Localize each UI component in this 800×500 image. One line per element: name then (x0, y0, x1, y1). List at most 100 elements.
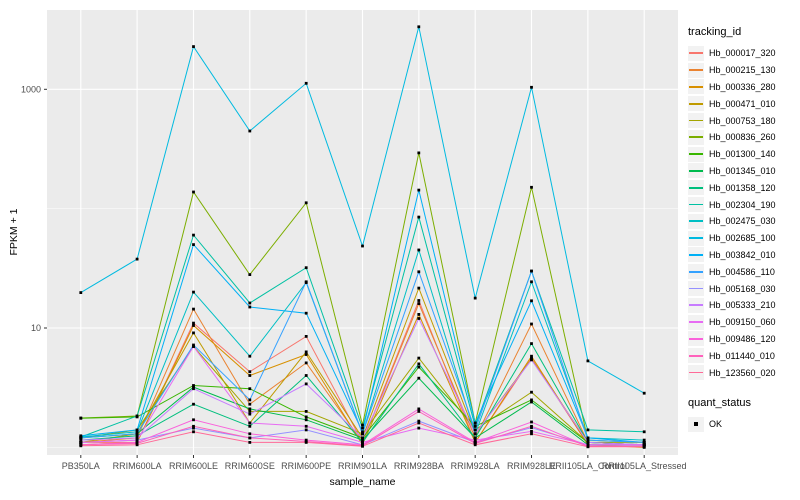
data-point (248, 410, 252, 413)
legend-entry-label: Hb_004586_110 (709, 266, 775, 277)
line-swatch-icon (689, 337, 703, 340)
x-tick-label: RRIM928LA (451, 461, 500, 471)
legend-entry: Hb_001358_120 (688, 179, 800, 196)
data-point (248, 432, 252, 436)
data-point (248, 407, 252, 411)
data-point (361, 244, 364, 248)
data-point (248, 129, 252, 133)
legend-entry-label: Hb_005168_030 (709, 283, 776, 294)
legend-key (688, 45, 704, 61)
data-point (79, 434, 83, 438)
data-point (473, 432, 477, 436)
data-point (473, 438, 477, 442)
legend-key (688, 264, 704, 280)
data-point (248, 398, 252, 402)
data-point (473, 421, 477, 425)
data-point (248, 370, 252, 374)
legend-entry: Hb_002685_100 (688, 230, 800, 247)
legend-entry: Hb_005168_030 (688, 280, 800, 297)
legend-key (688, 331, 704, 347)
legend-entry: Hb_003842_010 (688, 247, 800, 264)
data-point (192, 324, 195, 327)
data-point (417, 407, 421, 411)
data-point (304, 415, 308, 419)
data-point (248, 402, 252, 406)
data-point (530, 185, 533, 189)
data-point (417, 286, 421, 290)
data-point (304, 418, 308, 422)
legend-key (688, 79, 704, 95)
data-point (530, 424, 533, 428)
data-point (361, 432, 364, 436)
legend-entry-label: Hb_000753_180 (709, 115, 776, 126)
data-point (192, 321, 195, 325)
data-point (417, 25, 421, 29)
data-point (530, 322, 533, 326)
data-point (304, 201, 308, 205)
data-point (192, 307, 195, 311)
legend-key (688, 113, 704, 129)
data-point (192, 45, 195, 48)
data-point (642, 441, 646, 444)
data-point (361, 423, 364, 427)
data-point (417, 376, 421, 380)
legend-entry-label: Hb_123560_020 (709, 367, 776, 378)
data-point (304, 374, 308, 377)
data-point (417, 215, 421, 219)
data-point (135, 438, 139, 442)
legend-tracking-entries: Hb_000017_320 Hb_000215_130 Hb_000336_280 H… (688, 45, 800, 381)
data-point (642, 391, 646, 395)
data-point (417, 410, 421, 413)
data-point (417, 248, 421, 252)
line-swatch-icon (689, 287, 703, 290)
x-tick-label: RRII105LA_Control (549, 461, 627, 471)
data-point (192, 402, 195, 406)
legend: tracking_id Hb_000017_320 Hb_000215_130 Hb… (688, 26, 800, 433)
data-point (586, 443, 590, 447)
data-point (135, 428, 139, 432)
data-point (530, 354, 533, 358)
data-point (248, 387, 252, 391)
data-point (248, 421, 252, 425)
legend-entry: Hb_011440_010 (688, 347, 800, 364)
legend-entry-label: Hb_001345_010 (709, 165, 776, 176)
legend-entry-label: Hb_000471_010 (709, 98, 776, 109)
data-point (417, 426, 421, 430)
legend-quant-entries: OK (688, 416, 800, 433)
legend-entry: Hb_000215_130 (688, 62, 800, 79)
legend-entry: Hb_001345_010 (688, 163, 800, 180)
data-point (192, 418, 195, 422)
legend-entry-label: Hb_002685_100 (709, 233, 776, 244)
data-point (530, 342, 533, 345)
data-point (304, 311, 308, 315)
legend-key (688, 297, 704, 313)
data-point (304, 81, 308, 85)
data-point (79, 441, 83, 444)
line-swatch-icon (689, 136, 703, 139)
legend-title-tracking-id: tracking_id (688, 26, 742, 38)
x-tick-label: RRIM600SE (225, 461, 275, 471)
legend-entry: Hb_002304_190 (688, 196, 800, 213)
legend-key (688, 129, 704, 145)
legend-key (688, 62, 704, 78)
legend-entry-label: Hb_003842_010 (709, 249, 776, 260)
legend-entry-label: Hb_001300_140 (709, 149, 776, 160)
data-point (248, 436, 252, 440)
data-point (530, 420, 533, 424)
data-point (473, 428, 477, 432)
legend-entry-label: Hb_000017_320 (709, 48, 776, 59)
data-point (304, 361, 308, 365)
data-point (473, 296, 477, 300)
data-point (304, 410, 308, 413)
line-swatch-icon (689, 186, 703, 189)
data-point (473, 424, 477, 428)
line-swatch-icon (689, 321, 703, 323)
legend-entry-label: Hb_002475_030 (709, 216, 776, 227)
legend-entry-label: Hb_001358_120 (709, 182, 776, 193)
line-swatch-icon (689, 220, 703, 223)
data-point (586, 436, 590, 440)
line-swatch-icon (689, 203, 703, 206)
data-point (361, 444, 364, 448)
data-point (135, 414, 139, 418)
